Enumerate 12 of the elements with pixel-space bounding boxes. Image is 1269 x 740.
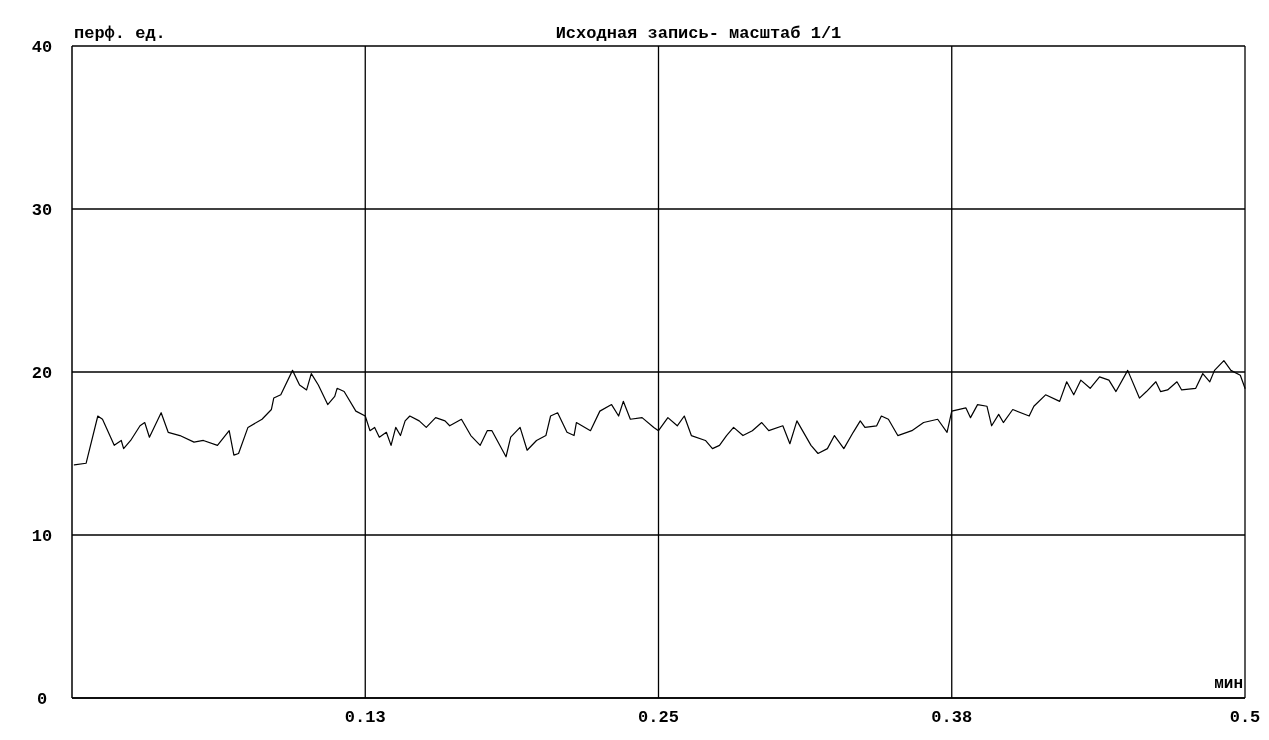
y-tick-label: 30 [31,200,53,220]
chart-title: Исходная запись- масштаб 1/1 [555,24,842,43]
y-tick-label: 20 [31,363,53,383]
x-tick-label: 0.38 [931,708,973,727]
y-tick-label: 10 [31,526,53,546]
x-axis-title: мин [1214,675,1243,693]
x-tick-label: 0.5 [1229,708,1261,727]
y-tick-label: 40 [31,37,53,57]
y-tick-label: 0 [36,689,48,709]
y-axis-title: перф. ед. [74,24,166,43]
x-tick-label: 0.13 [344,708,386,727]
x-tick-label: 0.25 [638,708,679,727]
